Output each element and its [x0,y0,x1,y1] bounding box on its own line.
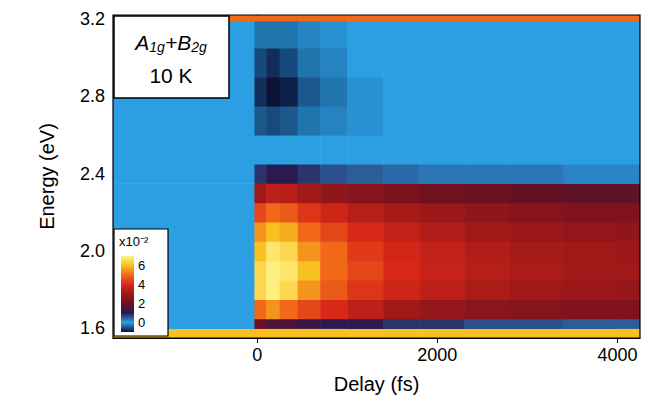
svg-text:2000: 2000 [417,345,457,365]
svg-text:0: 0 [138,315,145,330]
svg-text:1.6: 1.6 [80,318,105,338]
svg-text:2: 2 [138,296,145,311]
svg-text:10 K: 10 K [149,64,192,87]
svg-text:6: 6 [138,258,145,273]
svg-text:4: 4 [138,277,145,292]
svg-text:2.4: 2.4 [80,164,105,184]
svg-text:4000: 4000 [597,345,637,365]
svg-text:Delay (fs): Delay (fs) [334,373,420,395]
svg-text:x10⁻²: x10⁻² [119,234,149,249]
svg-text:2.8: 2.8 [80,86,105,106]
svg-text:0: 0 [252,345,262,365]
svg-text:3.2: 3.2 [80,9,105,29]
svg-text:1g: 1g [149,39,165,55]
svg-text:2g: 2g [190,39,207,55]
svg-text:+B: +B [165,31,191,54]
svg-text:2.0: 2.0 [80,241,105,261]
svg-text:Energy (eV): Energy (eV) [36,123,58,230]
svg-text:A: A [133,31,149,54]
